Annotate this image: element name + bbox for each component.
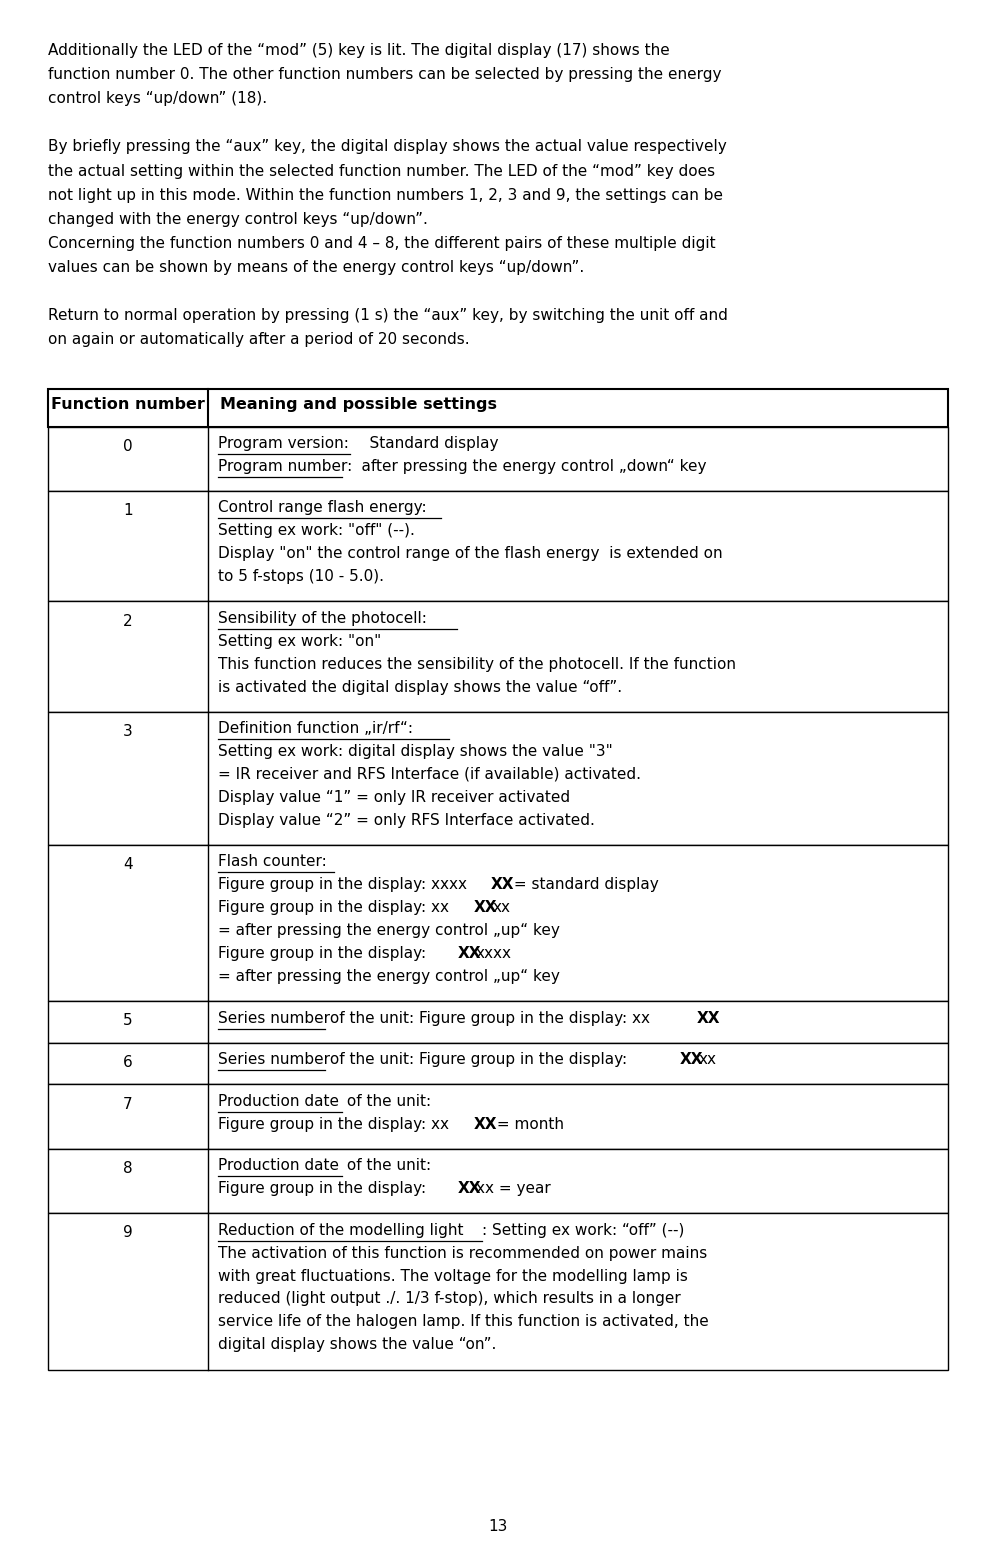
Text: : Setting ex work: “off” (--): : Setting ex work: “off” (--)	[482, 1223, 684, 1238]
Text: reduced (light output ./. 1/3 f-stop), which results in a longer: reduced (light output ./. 1/3 f-stop), w…	[218, 1291, 681, 1307]
Text: Setting ex work: "off" (--).: Setting ex work: "off" (--).	[218, 524, 415, 538]
Text: = IR receiver and RFS Interface (if available) activated.: = IR receiver and RFS Interface (if avai…	[218, 767, 641, 783]
Text: control keys “up/down” (18).: control keys “up/down” (18).	[48, 91, 267, 107]
Text: 9: 9	[124, 1226, 132, 1240]
Text: Standard display: Standard display	[350, 436, 499, 451]
Text: Setting ex work: "on": Setting ex work: "on"	[218, 634, 381, 649]
Text: xx: xx	[698, 1052, 716, 1068]
Text: not light up in this mode. Within the function numbers 1, 2, 3 and 9, the settin: not light up in this mode. Within the fu…	[48, 188, 723, 203]
Text: Sensibility of the photocell:: Sensibility of the photocell:	[218, 611, 427, 626]
Text: Reduction of the modelling light: Reduction of the modelling light	[218, 1223, 463, 1238]
Text: Figure group in the display:: Figure group in the display:	[218, 946, 431, 961]
Text: By briefly pressing the “aux” key, the digital display shows the actual value re: By briefly pressing the “aux” key, the d…	[48, 140, 726, 155]
Text: Series number: Series number	[218, 1011, 330, 1026]
Text: is activated the digital display shows the value “off”.: is activated the digital display shows t…	[218, 679, 622, 694]
Text: after pressing the energy control „down“ key: after pressing the energy control „down“…	[342, 459, 706, 474]
Text: 8: 8	[124, 1161, 132, 1176]
Bar	[48, 1085, 948, 1149]
Text: Flash counter:: Flash counter:	[218, 854, 327, 870]
Text: Figure group in the display:: Figure group in the display:	[218, 1181, 431, 1197]
Text: of the unit: Figure group in the display:: of the unit: Figure group in the display…	[326, 1052, 632, 1068]
Text: = after pressing the energy control „up“ key: = after pressing the energy control „up“…	[218, 969, 560, 984]
Bar	[48, 711, 948, 845]
Text: = after pressing the energy control „up“ key: = after pressing the energy control „up“…	[218, 924, 560, 938]
Text: function number 0. The other function numbers can be selected by pressing the en: function number 0. The other function nu…	[48, 67, 721, 82]
Text: XX: XX	[457, 1181, 481, 1197]
Text: xx = year: xx = year	[476, 1181, 551, 1197]
Text: Series number: Series number	[218, 1052, 330, 1068]
Text: the actual setting within the selected function number. The LED of the “mod” key: the actual setting within the selected f…	[48, 163, 715, 178]
Bar	[48, 491, 948, 601]
Bar	[48, 1043, 948, 1085]
Text: Meaning and possible settings: Meaning and possible settings	[220, 397, 497, 412]
Text: to 5 f-stops (10 - 5.0).: to 5 f-stops (10 - 5.0).	[218, 569, 384, 584]
Text: service life of the halogen lamp. If this function is activated, the: service life of the halogen lamp. If thi…	[218, 1314, 709, 1330]
Text: xx: xx	[492, 901, 510, 916]
Text: on again or automatically after a period of 20 seconds.: on again or automatically after a period…	[48, 332, 469, 347]
Text: xxxx: xxxx	[476, 946, 512, 961]
Text: 0: 0	[124, 439, 132, 454]
Text: 1: 1	[124, 504, 132, 518]
Text: XX: XX	[474, 901, 497, 916]
Text: Figure group in the display: xx: Figure group in the display: xx	[218, 901, 449, 916]
Text: digital display shows the value “on”.: digital display shows the value “on”.	[218, 1338, 496, 1353]
Bar	[48, 601, 948, 711]
Text: XX: XX	[696, 1011, 720, 1026]
Text: Control range flash energy:: Control range flash energy:	[218, 501, 426, 516]
Text: XX: XX	[490, 877, 514, 893]
Text: of the unit:: of the unit:	[342, 1158, 431, 1173]
Text: Additionally the LED of the “mod” (5) key is lit. The digital display (17) shows: Additionally the LED of the “mod” (5) ke…	[48, 43, 669, 59]
Text: changed with the energy control keys “up/down”.: changed with the energy control keys “up…	[48, 211, 427, 226]
Text: with great fluctuations. The voltage for the modelling lamp is: with great fluctuations. The voltage for…	[218, 1268, 688, 1283]
Text: Figure group in the display: xxxx: Figure group in the display: xxxx	[218, 877, 467, 893]
Text: Program number:: Program number:	[218, 459, 353, 474]
Text: Definition function „ir/rf“:: Definition function „ir/rf“:	[218, 721, 413, 736]
Bar	[48, 845, 948, 1001]
Text: This function reduces the sensibility of the photocell. If the function: This function reduces the sensibility of…	[218, 657, 736, 671]
Text: 2: 2	[124, 614, 132, 629]
Text: values can be shown by means of the energy control keys “up/down”.: values can be shown by means of the ener…	[48, 259, 584, 274]
Bar	[48, 389, 948, 426]
Text: 7: 7	[124, 1096, 132, 1111]
Text: 13: 13	[488, 1519, 508, 1534]
Bar	[48, 1001, 948, 1043]
Text: 3: 3	[124, 724, 132, 739]
Text: 6: 6	[124, 1056, 132, 1070]
Text: Function number: Function number	[51, 397, 205, 412]
Text: Display value “1” = only IR receiver activated: Display value “1” = only IR receiver act…	[218, 790, 570, 804]
Text: of the unit: Figure group in the display: xx: of the unit: Figure group in the display…	[326, 1011, 650, 1026]
Text: XX: XX	[680, 1052, 703, 1068]
Text: Display "on" the control range of the flash energy  is extended on: Display "on" the control range of the fl…	[218, 546, 723, 561]
Text: Setting ex work: digital display shows the value "3": Setting ex work: digital display shows t…	[218, 744, 613, 760]
Text: Production date: Production date	[218, 1094, 339, 1108]
Text: Figure group in the display: xx: Figure group in the display: xx	[218, 1116, 449, 1132]
Bar	[48, 1214, 948, 1370]
Text: 4: 4	[124, 857, 132, 873]
Text: = standard display: = standard display	[509, 877, 658, 893]
Bar	[48, 1149, 948, 1214]
Text: The activation of this function is recommended on power mains: The activation of this function is recom…	[218, 1246, 707, 1260]
Text: Return to normal operation by pressing (1 s) the “aux” key, by switching the uni: Return to normal operation by pressing (…	[48, 307, 728, 322]
Text: Program version:: Program version:	[218, 436, 349, 451]
Text: XX: XX	[457, 946, 481, 961]
Bar	[48, 426, 948, 491]
Text: = month: = month	[492, 1116, 564, 1132]
Text: 5: 5	[124, 1014, 132, 1029]
Text: XX: XX	[474, 1116, 497, 1132]
Text: of the unit:: of the unit:	[342, 1094, 431, 1108]
Text: Concerning the function numbers 0 and 4 – 8, the different pairs of these multip: Concerning the function numbers 0 and 4 …	[48, 236, 715, 251]
Text: Display value “2” = only RFS Interface activated.: Display value “2” = only RFS Interface a…	[218, 812, 595, 828]
Text: Production date: Production date	[218, 1158, 339, 1173]
